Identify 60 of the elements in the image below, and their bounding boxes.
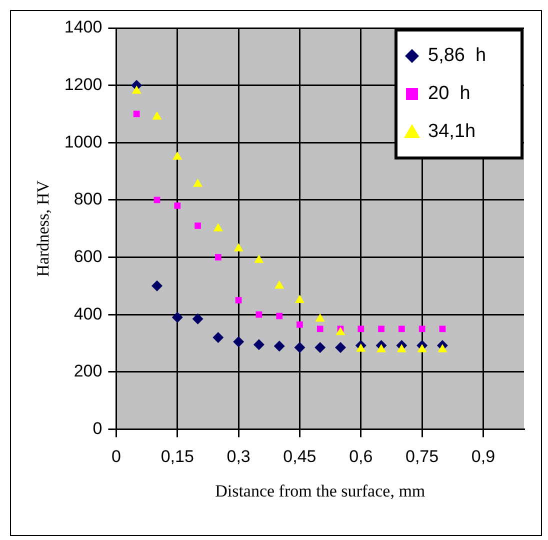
point (294, 342, 306, 354)
y-tick-label: 200 (74, 362, 102, 381)
point (417, 344, 427, 352)
legend-label: 20 h (428, 83, 470, 104)
point (356, 343, 366, 352)
point (294, 294, 304, 303)
point (335, 342, 346, 354)
point (234, 243, 244, 252)
point (376, 344, 386, 352)
point (133, 110, 140, 118)
legend-label: 34,1h (428, 121, 476, 142)
point (274, 340, 285, 352)
y-tick-label: 0 (92, 418, 102, 438)
point (274, 280, 284, 289)
point (254, 254, 264, 263)
legend-label: 5,86 h (428, 45, 486, 66)
point (315, 313, 325, 322)
x-tick-label: 0,15 (160, 447, 194, 466)
y-tick-label: 1200 (64, 75, 102, 94)
point (276, 312, 283, 320)
x-axis-title: Distance from the surface, mm (215, 481, 426, 500)
point (213, 223, 223, 232)
y-tick-label: 1400 (64, 18, 102, 37)
point (256, 311, 262, 318)
point (212, 332, 224, 343)
x-tick-label: 0,45 (283, 447, 316, 466)
x-tick-label: 0,75 (406, 447, 439, 466)
point (336, 326, 346, 336)
point (316, 326, 324, 332)
point (378, 326, 384, 332)
point (214, 254, 222, 260)
point (132, 86, 142, 94)
point (193, 178, 203, 187)
point (174, 202, 181, 209)
point (233, 336, 244, 348)
point (235, 297, 242, 304)
point (398, 326, 405, 332)
point (314, 342, 326, 354)
point (172, 312, 183, 323)
x-tick-label: 0,9 (471, 447, 496, 466)
point (418, 326, 426, 332)
x-tick-label: 0,6 (349, 447, 373, 466)
point (151, 280, 162, 292)
point (253, 339, 264, 350)
y-tick-label: 800 (74, 190, 102, 209)
point (358, 326, 364, 332)
point (194, 222, 201, 229)
point (152, 111, 162, 120)
y-tick-label: 1000 (64, 132, 102, 152)
x-tick-label: 0 (111, 447, 121, 466)
point (438, 344, 448, 352)
x-tick-label: 0,3 (226, 447, 250, 466)
y-tick-label: 600 (74, 246, 102, 266)
point (296, 321, 303, 328)
y-axis-title: Hardness, HV (34, 180, 53, 277)
point (396, 344, 406, 352)
point (172, 151, 182, 160)
y-tick-label: 400 (74, 304, 102, 324)
point (192, 313, 204, 324)
point (439, 326, 446, 332)
